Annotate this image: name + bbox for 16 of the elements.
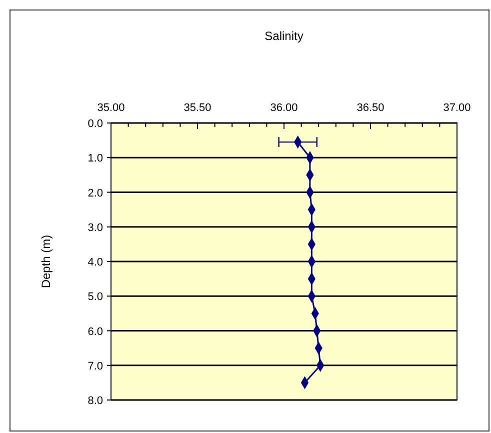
y-tick-label: 7.0 [88,360,103,372]
chart-title: Salinity [264,29,304,43]
y-tick-label: 4.0 [88,256,103,268]
y-axis-title: Depth (m) [39,234,53,288]
y-tick-label: 8.0 [88,395,103,407]
y-tick-label: 5.0 [88,291,103,304]
y-tick-label: 6.0 [88,326,103,338]
x-tick-label: 37.00 [443,102,471,114]
x-tick-label: 36.50 [356,102,384,114]
x-tick-label: 35.00 [97,102,125,114]
y-tick-label: 1.0 [88,152,103,165]
y-tick-label: 0.0 [88,118,103,130]
x-tick-label: 35.50 [184,102,212,114]
x-tick-label: 36.00 [270,102,298,114]
y-tick-label: 3.0 [88,222,103,234]
y-tick-label: 2.0 [88,187,103,200]
